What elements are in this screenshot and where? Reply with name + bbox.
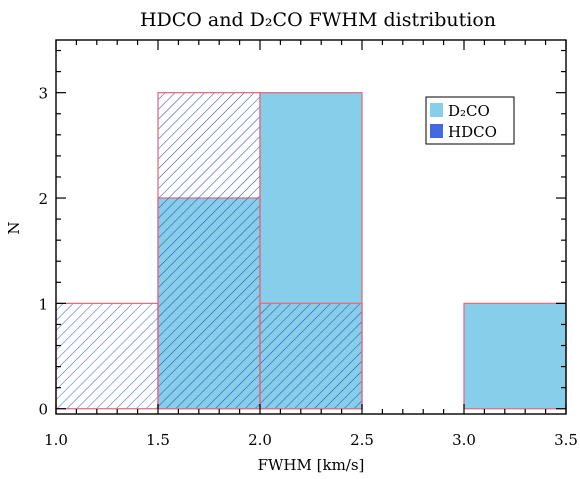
bar-hdco-1 [157, 92, 261, 410]
bar-d2co-4 [463, 302, 567, 410]
x-tick-label-5: 3.5 [554, 431, 578, 449]
legend-label-1: HDCO [448, 123, 497, 141]
legend: D₂CO HDCO [425, 96, 515, 145]
legend-label-0: D₂CO [448, 102, 490, 120]
x-tick-label-1: 1.5 [146, 431, 170, 449]
bars-layer [55, 92, 567, 410]
plot-frame [55, 39, 567, 415]
legend-swatch-0 [430, 103, 443, 117]
x-tick-label-3: 2.5 [350, 431, 374, 449]
bar-hdco-0 [55, 302, 159, 410]
y-tick-label-3: 3 [38, 85, 48, 103]
y-tick-label-1: 1 [38, 295, 48, 313]
x-axis-label: FWHM [km/s] [258, 456, 365, 474]
x-tick-label-2: 2.0 [248, 431, 272, 449]
chart-title: HDCO and D₂CO FWHM distribution [140, 9, 496, 31]
x-tick-label-0: 1.0 [44, 431, 68, 449]
legend-swatch-1 [430, 124, 443, 138]
y-tick-label-0: 0 [38, 401, 48, 419]
bar-hdco-2 [259, 302, 363, 410]
y-tick-label-2: 2 [38, 190, 48, 208]
ticks-layer: 1.0 1.5 2.0 2.5 3.0 3.5 0 1 2 3 [38, 40, 578, 449]
x-tick-label-4: 3.0 [452, 431, 476, 449]
y-axis-label: N [5, 221, 23, 234]
